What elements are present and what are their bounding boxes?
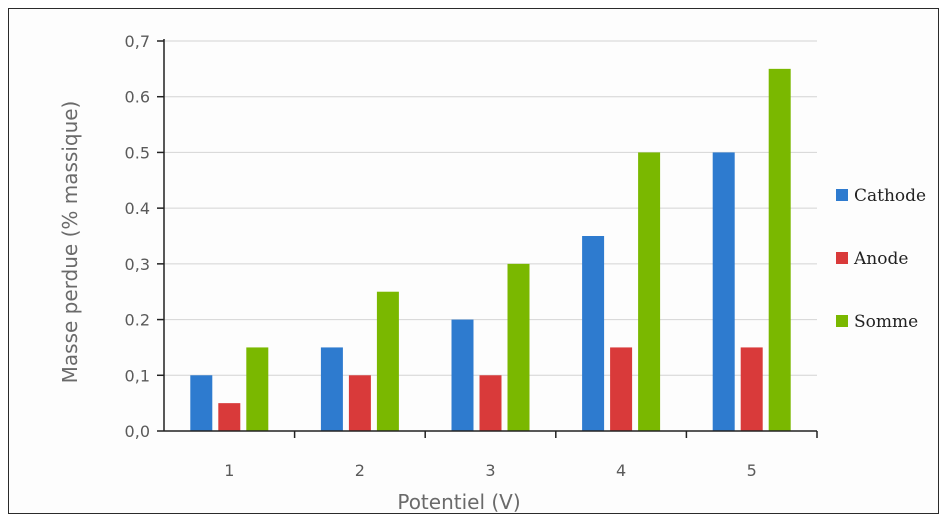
y-tick-label: 0.2 [125,311,150,330]
y-tick-label: 0,7 [125,32,150,51]
y-tick-label: 0,0 [125,422,150,441]
y-tick-labels: 0,0 0,1 0.2 0,3 0.4 0.5 0.6 0,7 [125,32,150,441]
bar-somme-1 [246,347,269,431]
bar-somme-2 [376,291,399,431]
x-tick-label: 1 [224,461,234,480]
y-tick-label: 0.6 [125,88,150,107]
x-tick-label: 2 [355,461,365,480]
x-tick-label: 4 [616,461,626,480]
legend-label-cathode: Cathode [854,186,926,206]
bar-anode-3 [479,375,502,431]
bar-cathode-2 [320,347,343,431]
x-tick-labels: 1 2 3 4 5 [224,461,757,480]
bar-anode-2 [348,375,371,431]
bar-somme-4 [638,152,661,431]
bar-cathode-3 [451,319,474,431]
bar-anode-4 [610,347,633,431]
legend-swatch-anode [836,252,848,264]
legend-swatch-somme [836,315,848,327]
gridlines [164,40,817,376]
bar-chart: 0,0 0,1 0.2 0,3 0.4 0.5 0.6 0,7 1 2 3 4 5 Masse per… [58,32,926,513]
legend-label-somme: Somme [854,312,918,332]
bar-cathode-4 [582,236,605,431]
legend-label-anode: Anode [853,249,908,269]
bar-somme-5 [768,68,791,431]
y-tick-label: 0.4 [125,199,150,218]
bar-anode-1 [218,403,241,431]
bar-cathode-1 [190,375,213,431]
bar-somme-3 [507,263,530,431]
y-tick-label: 0,3 [125,255,150,274]
y-axis-title: Masse perdue (% massique) [58,101,82,384]
bars [190,68,791,431]
axes [157,39,818,438]
x-tick-label: 3 [485,461,495,480]
y-tick-label: 0,1 [125,366,150,385]
y-tick-label: 0.5 [125,143,150,162]
legend: Cathode Anode Somme [836,186,926,332]
bar-cathode-5 [712,152,735,431]
x-tick-label: 5 [747,461,757,480]
bar-anode-5 [740,347,763,431]
x-axis-title: Potentiel (V) [397,490,520,513]
legend-swatch-cathode [836,189,848,201]
chart-frame: 0,0 0,1 0.2 0,3 0.4 0.5 0.6 0,7 1 2 3 4 5 Masse per… [8,8,939,514]
